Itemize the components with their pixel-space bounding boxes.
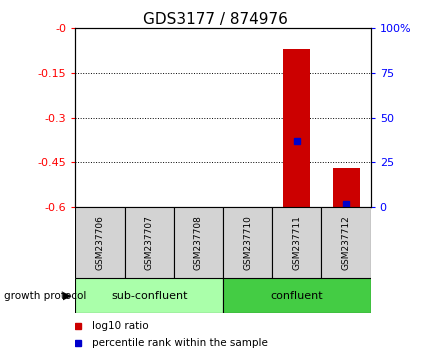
Bar [283,49,310,207]
Bar [75,278,223,313]
Text: ▶: ▶ [63,291,72,301]
Text: GDS3177 / 874976: GDS3177 / 874976 [143,12,287,27]
Text: confluent: confluent [270,291,322,301]
Bar [75,207,124,278]
Text: log10 ratio: log10 ratio [92,321,148,331]
Text: GSM237710: GSM237710 [243,215,252,270]
Bar [124,207,173,278]
Text: percentile rank within the sample: percentile rank within the sample [92,338,267,348]
Bar [223,278,370,313]
Text: GSM237711: GSM237711 [292,215,301,270]
Bar [332,169,359,207]
Text: growth protocol: growth protocol [4,291,86,301]
Text: GSM237706: GSM237706 [95,215,104,270]
Bar [223,207,272,278]
Bar [321,207,370,278]
Bar [272,207,321,278]
Bar [173,207,223,278]
Text: GSM237712: GSM237712 [341,215,350,270]
Text: GSM237708: GSM237708 [194,215,203,270]
Text: GSM237707: GSM237707 [144,215,154,270]
Text: sub-confluent: sub-confluent [111,291,187,301]
